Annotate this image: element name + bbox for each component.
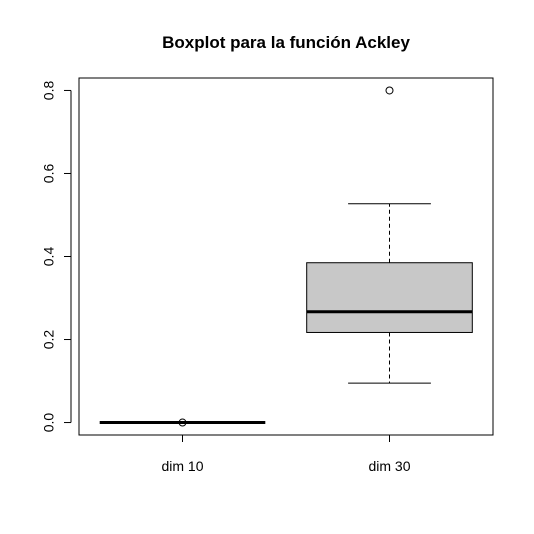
chart-title: Boxplot para la función Ackley: [162, 33, 410, 52]
x-tick-label: dim 30: [368, 458, 410, 474]
box-group: [99, 418, 266, 427]
boxes: [99, 86, 473, 427]
y-tick-label: 0.2: [41, 330, 57, 350]
y-axis: 0.0 0.2 0.4 0.6 0.8: [41, 81, 72, 433]
x-axis: dim 10 dim 30: [161, 435, 411, 474]
y-tick-label: 0.8: [41, 81, 57, 101]
outlier-point: [385, 86, 394, 95]
x-tick-label: dim 10: [161, 458, 203, 474]
y-tick-label: 0.6: [41, 164, 57, 184]
outlier-point: [178, 418, 187, 427]
y-tick-label: 0.0: [41, 413, 57, 433]
box-iqr: [306, 262, 473, 333]
y-tick-label: 0.4: [41, 247, 57, 267]
plot-frame: [78, 77, 494, 436]
box-group: [306, 86, 473, 384]
